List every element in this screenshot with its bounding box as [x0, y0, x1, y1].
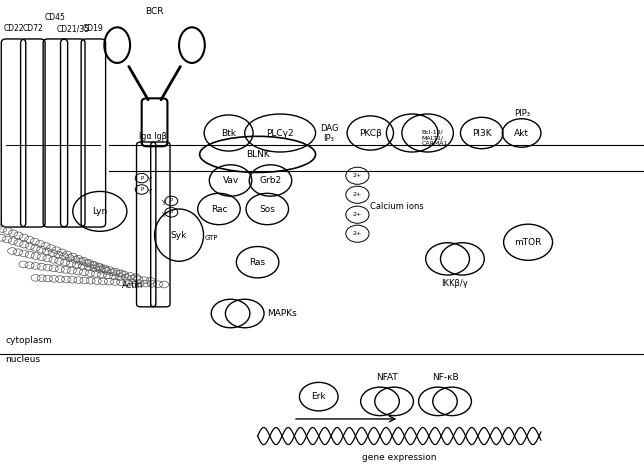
Text: Grb2: Grb2 [260, 176, 281, 185]
Text: CD45: CD45 [45, 13, 66, 22]
Text: Y: Y [162, 200, 166, 206]
Text: Rac: Rac [211, 205, 227, 213]
Text: Y: Y [147, 189, 151, 195]
Text: CD72: CD72 [23, 24, 43, 33]
Text: Lyn: Lyn [92, 207, 108, 216]
Text: NFAT: NFAT [376, 373, 398, 382]
Text: Actin: Actin [122, 281, 144, 289]
Text: Igα Igβ: Igα Igβ [139, 132, 167, 141]
Text: 2+: 2+ [353, 231, 362, 236]
Text: DAG: DAG [321, 124, 339, 133]
Text: Calcium ions: Calcium ions [370, 202, 424, 211]
Text: 2+: 2+ [353, 192, 362, 197]
Text: GTP: GTP [205, 236, 218, 241]
Text: BCR: BCR [146, 8, 164, 16]
Text: Akt: Akt [514, 129, 529, 137]
Text: Btk: Btk [221, 129, 236, 137]
Text: BLNK: BLNK [246, 150, 269, 159]
Text: CD22: CD22 [3, 24, 24, 33]
Text: Bcl-10/
MALT1/
CARMA1: Bcl-10/ MALT1/ CARMA1 [421, 130, 448, 146]
Text: NF-κB: NF-κB [431, 373, 459, 382]
Text: gene expression: gene expression [362, 453, 437, 462]
Text: Vav: Vav [222, 176, 239, 185]
Text: IP₃: IP₃ [323, 134, 334, 143]
Text: Ras: Ras [249, 258, 266, 266]
Text: CD19: CD19 [83, 24, 104, 33]
Text: cytoplasm: cytoplasm [5, 336, 52, 345]
Text: Syk: Syk [171, 231, 187, 239]
Text: PKCβ: PKCβ [359, 129, 382, 137]
Text: PI3K: PI3K [472, 129, 491, 137]
Text: mTOR: mTOR [515, 238, 542, 247]
Text: P: P [169, 199, 173, 203]
Text: nucleus: nucleus [5, 355, 41, 364]
Text: Y: Y [162, 212, 166, 218]
Text: P: P [140, 187, 144, 192]
Text: PIP₃: PIP₃ [514, 110, 529, 118]
Text: IKKβ/γ: IKKβ/γ [442, 279, 468, 288]
Text: 2+: 2+ [353, 173, 362, 178]
Text: Sos: Sos [260, 205, 275, 213]
Text: CD21/35: CD21/35 [56, 24, 90, 33]
Text: Y: Y [147, 178, 151, 183]
Text: MAPKs: MAPKs [267, 309, 297, 318]
Text: P: P [140, 176, 144, 180]
Text: 2+: 2+ [353, 212, 362, 217]
Text: P: P [169, 210, 173, 215]
Text: PLCγ2: PLCγ2 [267, 129, 294, 137]
Text: Erk: Erk [312, 392, 326, 401]
